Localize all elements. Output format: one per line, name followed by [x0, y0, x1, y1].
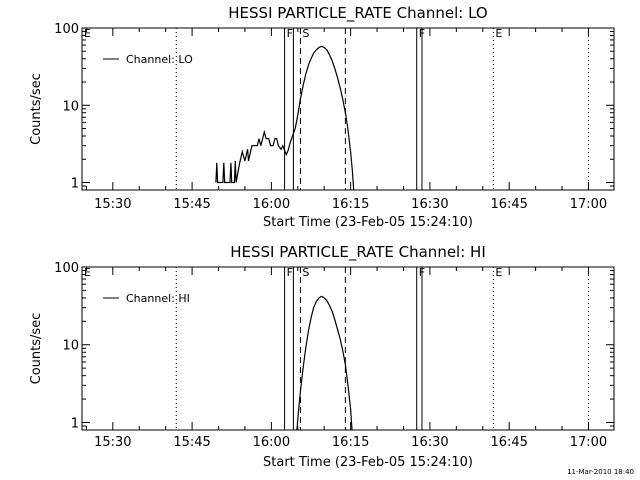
x-tick-label: 16:45	[490, 435, 527, 450]
x-tick-label: 16:00	[253, 435, 290, 450]
x-tick-label: 15:30	[94, 197, 131, 212]
x-tick-label: 15:30	[94, 435, 131, 450]
marker-label: E	[495, 266, 502, 279]
x-tick-label: 16:30	[411, 435, 448, 450]
x-axis-label: Start Time (23-Feb-05 15:24:10)	[263, 215, 473, 230]
marker-label: E	[495, 27, 502, 40]
x-tick-label: 17:00	[570, 435, 607, 450]
x-tick-label: 16:30	[411, 197, 448, 212]
chart-title: HESSI PARTICLE_RATE Channel: LO	[228, 4, 487, 23]
y-tick-label: 1	[71, 177, 79, 192]
y-tick-label: 100	[54, 261, 79, 276]
x-axis-label: Start Time (23-Feb-05 15:24:10)	[263, 455, 473, 470]
marker-label: S	[302, 27, 309, 40]
x-tick-label: 15:45	[173, 197, 210, 212]
x-tick-label: 16:15	[332, 197, 369, 212]
series-line	[215, 45, 355, 190]
x-tick-label: 16:15	[332, 435, 369, 450]
y-axis-label: Counts/sec	[29, 313, 44, 385]
chart-title: HESSI PARTICLE_RATE Channel: HI	[230, 243, 486, 262]
y-tick-label: 10	[62, 99, 79, 114]
y-tick-label: 1	[71, 416, 79, 431]
marker-label: S	[302, 266, 309, 279]
chart-panel-2: HESSI PARTICLE_RATE Channel: HIEFSFE1101…	[29, 243, 615, 470]
marker-label: F	[287, 27, 293, 40]
x-tick-label: 15:45	[173, 435, 210, 450]
x-tick-label: 17:00	[570, 197, 607, 212]
series-line	[296, 295, 353, 430]
marker-label: F	[287, 266, 293, 279]
y-tick-label: 100	[54, 22, 79, 37]
footer-timestamp: 11-Mar-2010 18:40	[567, 468, 634, 476]
y-axis-label: Counts/sec	[29, 73, 44, 145]
x-tick-label: 16:00	[253, 197, 290, 212]
marker-label: E	[84, 27, 91, 40]
legend-label: Channel: LO	[126, 53, 193, 66]
chart-panel-1: HESSI PARTICLE_RATE Channel: LOEFSFE1101…	[29, 4, 615, 230]
x-tick-label: 16:45	[490, 197, 527, 212]
legend-label: Channel: HI	[126, 292, 190, 305]
marker-label: E	[84, 266, 91, 279]
y-tick-label: 10	[62, 339, 79, 354]
